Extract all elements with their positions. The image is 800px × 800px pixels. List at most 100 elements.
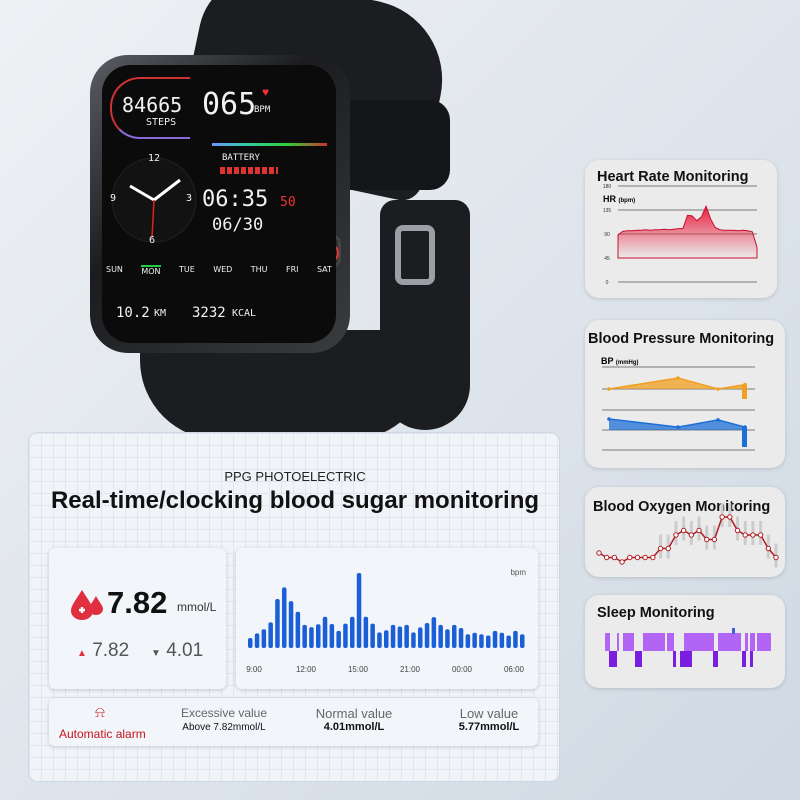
light-sleep-block [735,633,741,651]
bp-line [608,418,746,428]
chart-unit: bpm [510,568,526,577]
normal-value: Normal value 4.01mmol/L [299,706,409,733]
blood-pressure-card: Blood Pressure Monitoring BP (mmHg) [585,320,785,468]
dial-12: 12 [148,153,161,164]
y-tick-label: 135 [603,208,612,214]
deep-sleep-block [609,651,617,667]
weekday: SAT [316,265,332,274]
alarm-bar: ⍾ Automatic alarm Excessive value Above … [49,698,538,746]
item-title: Normal value [315,706,393,721]
spo2-point [673,532,679,538]
bar [350,616,355,648]
steps-ring [110,77,190,139]
heart-rate-card: Heart Rate Monitoring HR (bpm) 0 45 90 135 1… [585,160,777,298]
spo2-point [650,554,656,561]
reading-card: 7.82 mmol/L ▲ 7.82 ▼ 4.01 [49,548,226,689]
strap-loop [330,100,450,190]
spo2-point [719,514,725,520]
bpm-label: BPM [254,105,271,115]
excessive-value: Excessive value Above 7.82mmol/L [169,706,279,733]
page-title: Real-time/clocking blood sugar monitorin… [50,487,540,514]
blood-oxygen-chart [596,503,779,568]
spo2-point [704,536,710,543]
bar [377,632,382,648]
bp-point [676,376,680,380]
bar [465,634,471,648]
awake-block [732,628,735,634]
weekday: WED [213,265,233,274]
bar [499,632,505,648]
low-value: 4.01 [166,640,204,661]
spo2-point [688,532,695,538]
bar [316,624,321,648]
spo2-point [665,545,671,552]
down-arrow-icon: ▼ [151,648,161,659]
digital-time: 06:35 [202,187,269,212]
bar [472,632,477,648]
spo2-point [734,527,741,534]
steps-label: STEPS [146,117,177,128]
weekday-row: SUN MON TUE WED THU FRI SAT [106,265,332,276]
battery-label: BATTERY [222,153,260,163]
spo2-point [742,532,748,538]
weekday: FRI [285,265,299,274]
weekday: TUE [178,265,195,274]
spo2-line [598,516,777,563]
bar [322,616,328,648]
heart-rate-area [617,204,758,259]
dial-6: 6 [149,235,156,246]
bp-point [607,387,611,391]
watch-face: 84665 STEPS 065 BPM ♥ 12 3 6 9 BATTERY 0… [102,65,336,343]
bar [329,623,335,648]
x-tick-label: 21:00 [400,665,421,674]
glucose-unit: mmol/L [177,600,217,614]
y-tick-label: 180 [603,184,612,190]
x-tick-label: 00:00 [452,665,473,674]
bp-line [608,377,746,390]
bp-unit: (mmHg) [615,360,639,366]
bar [370,623,375,648]
blood-pressure-chart [602,366,755,451]
spo2-point [727,514,733,520]
bp-point [743,425,747,429]
item-title: Excessive value [180,706,268,720]
light-sleep-block [667,633,674,651]
bar [438,624,443,648]
spo2-point [603,554,610,561]
light-sleep-block [757,633,771,651]
x-tick-label: 06:00 [504,665,525,674]
spo2-point [711,536,718,543]
subtitle: PPG PHOTOELECTRIC [224,469,366,484]
deep-sleep-block [742,651,746,667]
bar [431,617,437,648]
spo2-point [757,532,764,538]
bar [397,626,403,648]
bar [363,616,369,648]
weekday: SUN [106,265,123,274]
bar [295,611,301,648]
dial-3: 3 [186,193,193,204]
hr-unit: (bpm) [618,198,636,204]
spo2-point [642,554,648,561]
light-sleep-block [617,633,619,651]
smartwatch: 84665 STEPS 065 BPM ♥ 12 3 6 9 BATTERY 0… [80,0,480,440]
item-title: Low value [459,706,519,721]
bp-point [716,387,720,391]
bp-point [607,417,611,421]
blood-oxygen-card: Blood Oxygen Monitoring [585,487,785,577]
bar [384,630,389,648]
spo2-point [611,554,618,561]
heart-rate-chart: 0 45 90 135 180 [603,184,758,286]
bar [458,628,464,648]
bar [513,630,518,648]
calories-unit: KCAL [232,308,257,319]
calories-value: 3232 [192,305,226,321]
bp-bar [742,427,747,447]
weekday: THU [250,265,268,274]
bar [486,635,491,648]
high-value: 7.82 [92,640,130,661]
light-sleep-block [623,633,634,651]
y-tick-label: 45 [604,256,610,262]
bar [418,627,423,648]
bar [268,622,273,648]
